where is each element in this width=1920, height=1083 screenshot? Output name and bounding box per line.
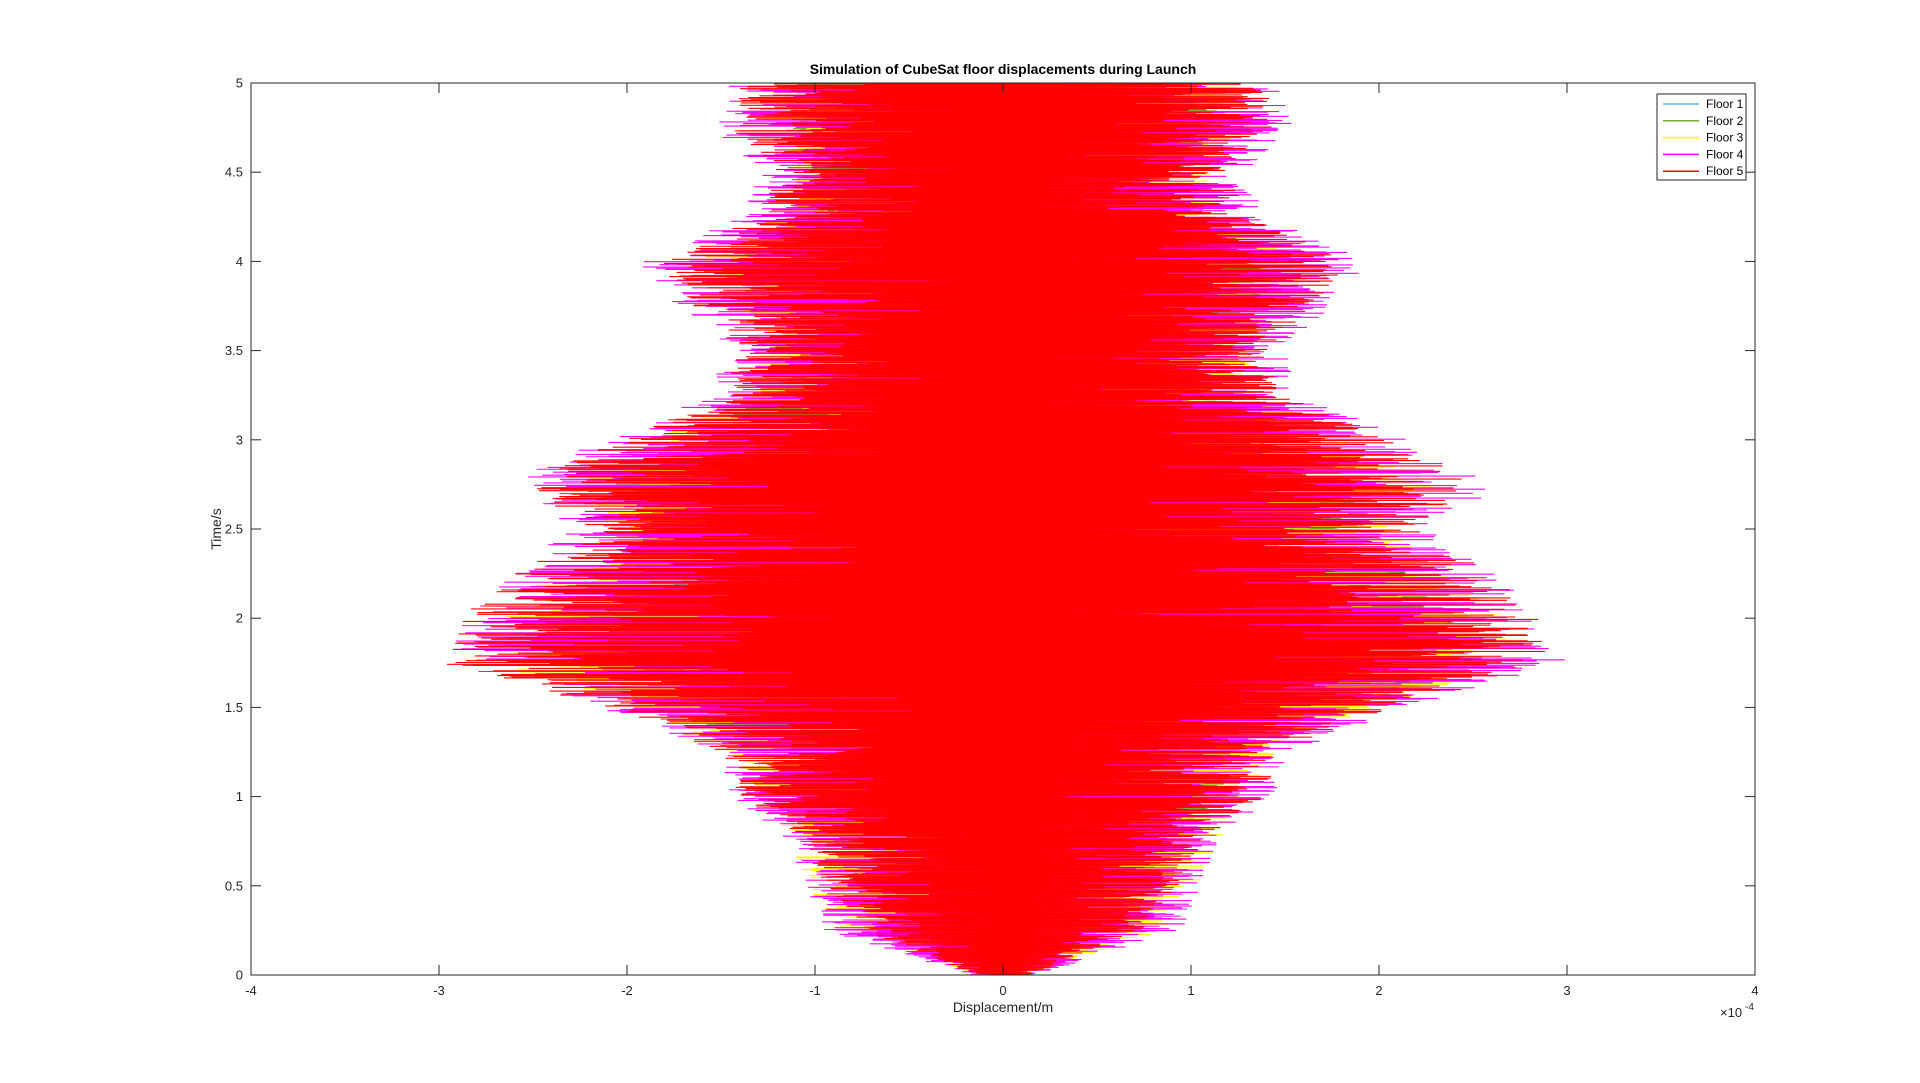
x-axis-label: Displacement/m <box>953 999 1053 1015</box>
y-tick-label: 0.5 <box>225 878 243 893</box>
legend-label: Floor 1 <box>1706 97 1744 111</box>
legend-label: Floor 5 <box>1706 164 1744 178</box>
x-axis-exponent: ×10 -4 <box>1720 1002 1754 1020</box>
y-tick-label: 2 <box>236 611 243 626</box>
series-layer <box>446 83 1565 975</box>
legend-label: Floor 4 <box>1706 147 1744 161</box>
x-tick-label: 0 <box>999 983 1006 998</box>
x-tick-label: -3 <box>433 983 445 998</box>
y-tick-label: 0 <box>236 968 243 983</box>
y-tick-label: 4.5 <box>225 165 243 180</box>
y-tick-label: 4 <box>236 254 243 269</box>
y-tick-label: 1.5 <box>225 700 243 715</box>
x-tick-label: 2 <box>1375 983 1382 998</box>
x-tick-label: -4 <box>245 983 257 998</box>
x-tick-label: -2 <box>621 983 633 998</box>
y-axis-label: Time/s <box>208 508 224 549</box>
x-axis-ticks: -4 -3 -2 -1 0 1 2 3 4 <box>245 83 1759 998</box>
x-tick-label: 1 <box>1187 983 1194 998</box>
x-axis-exponent-base: ×10 <box>1720 1005 1742 1020</box>
legend: Floor 1 Floor 2 Floor 3 Floor 4 Floor 5 <box>1656 93 1747 181</box>
y-tick-label: 3.5 <box>225 343 243 358</box>
series-line-floor-5 <box>446 83 1546 975</box>
x-tick-label: 4 <box>1751 983 1758 998</box>
y-tick-label: 2.5 <box>225 522 243 537</box>
legend-label: Floor 2 <box>1706 114 1744 128</box>
legend-label: Floor 3 <box>1706 131 1744 145</box>
x-tick-label: 3 <box>1563 983 1570 998</box>
y-tick-label: 1 <box>236 789 243 804</box>
x-axis-exponent-power: -4 <box>1745 1002 1754 1013</box>
y-axis-ticks: 0 0.5 1 1.5 2 2.5 3 3.5 4 4.5 5 <box>225 76 1755 983</box>
chart-title: Simulation of CubeSat floor displacement… <box>810 61 1197 77</box>
x-tick-label: -1 <box>809 983 821 998</box>
y-tick-label: 5 <box>236 76 243 91</box>
y-tick-label: 3 <box>236 432 243 447</box>
